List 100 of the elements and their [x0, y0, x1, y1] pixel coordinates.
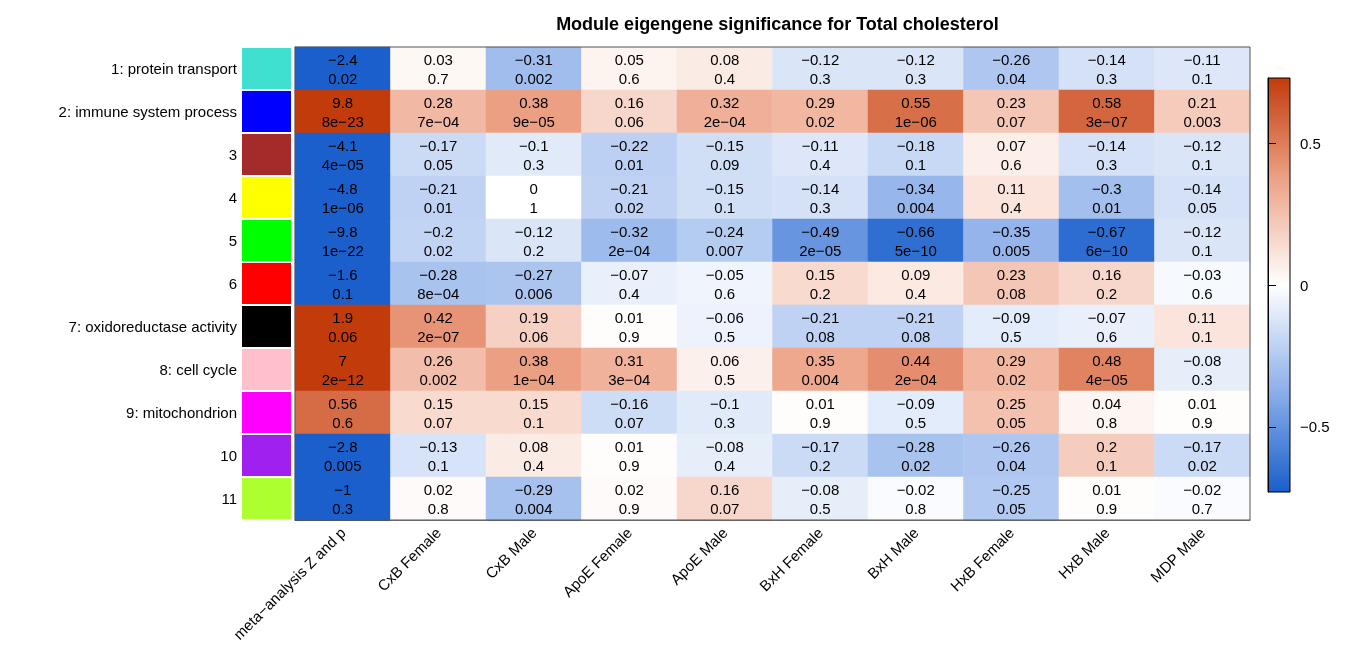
data-label: 0.29 0.02 — [996, 351, 1026, 388]
data-label: 0.02 0.8 — [423, 480, 453, 517]
data-label: −0.16 0.07 — [610, 394, 649, 431]
y-tick-label: 2: immune system process — [58, 103, 237, 120]
data-label: 0.28 7e−04 — [417, 93, 460, 130]
data-label: −0.2 0.02 — [423, 222, 454, 259]
data-label: −0.07 0.4 — [610, 265, 649, 302]
data-label: 0.48 4e−05 — [1085, 351, 1128, 388]
y-tick-label: 3 — [228, 146, 237, 163]
data-label: −0.18 0.1 — [896, 136, 935, 173]
data-label: −0.14 0.3 — [1087, 136, 1126, 173]
data-label: −0.17 0.05 — [419, 136, 458, 173]
data-label: 0.32 2e−04 — [703, 93, 746, 130]
y-tick-label: 5 — [228, 232, 237, 249]
data-label: −0.09 0.5 — [992, 308, 1031, 345]
data-label: −0.17 0.2 — [801, 437, 840, 474]
data-label: −0.26 0.04 — [992, 437, 1031, 474]
data-label: −0.12 0.3 — [801, 50, 840, 87]
data-label: −2.8 0.005 — [323, 437, 362, 474]
data-label: 0.11 0.1 — [1188, 308, 1217, 345]
data-label: 0.03 0.7 — [423, 50, 453, 87]
data-label: 0.16 0.06 — [614, 93, 644, 130]
data-label: 0.08 0.4 — [710, 50, 740, 87]
y-tick-label: 6 — [228, 275, 237, 292]
data-label: 0.15 0.07 — [423, 394, 453, 431]
y-tick-label: 1: protein transport — [111, 60, 238, 77]
data-label: −2.4 0.02 — [327, 50, 358, 87]
data-label: −0.02 0.7 — [1183, 480, 1222, 517]
data-label: −0.08 0.3 — [1183, 351, 1222, 388]
y-tick-label: 8: cell cycle — [159, 361, 237, 378]
data-label: −0.17 0.02 — [1183, 437, 1222, 474]
data-label: −0.09 0.5 — [896, 394, 935, 431]
data-label: −0.21 0.02 — [610, 179, 649, 216]
data-label: 7 2e−12 — [321, 351, 364, 388]
data-label: 0.01 0.9 — [1092, 480, 1122, 517]
y-tick-label: 11 — [221, 490, 237, 507]
data-label: 0.01 0.9 — [805, 394, 835, 431]
data-label: −0.12 0.1 — [1183, 136, 1222, 173]
data-label: −0.02 0.8 — [896, 480, 935, 517]
data-label: 0.23 0.08 — [996, 265, 1026, 302]
color-bar-label: 0 — [1300, 276, 1309, 294]
data-label: 9.8 8e−23 — [321, 93, 364, 130]
data-label: −0.27 0.006 — [514, 265, 553, 302]
data-label: 0.29 0.02 — [805, 93, 835, 130]
data-label: −0.14 0.05 — [1183, 179, 1222, 216]
data-label: 0.26 0.002 — [419, 351, 458, 388]
data-label: −0.03 0.6 — [1183, 265, 1222, 302]
data-label: −0.26 0.04 — [992, 50, 1031, 87]
data-label: −0.08 0.5 — [801, 480, 840, 517]
data-label: −0.31 0.002 — [514, 50, 553, 87]
data-label: −0.14 0.3 — [801, 179, 840, 216]
y-tick-label: 9: mitochondrion — [126, 404, 237, 421]
data-label: 0.15 0.2 — [805, 265, 835, 302]
data-label: −0.11 0.1 — [1183, 50, 1221, 87]
data-label: 0.38 9e−05 — [512, 93, 555, 130]
color-bar-label: 0.5 — [1300, 134, 1321, 152]
data-label: −0.22 0.01 — [610, 136, 649, 173]
data-label: 0.01 0.9 — [1187, 394, 1217, 431]
data-label: 0.06 0.5 — [710, 351, 740, 388]
data-label: 0 1 — [529, 179, 538, 216]
data-label: −0.34 0.004 — [896, 179, 935, 216]
data-label: 0.42 2e−07 — [417, 308, 460, 345]
color-bar-label: −0.5 — [1300, 418, 1330, 436]
data-label: 0.15 0.1 — [519, 394, 549, 431]
data-label: −0.49 2e−05 — [799, 222, 842, 259]
y-tick-label: 10 — [220, 447, 237, 464]
data-label: −0.11 0.4 — [801, 136, 839, 173]
data-label: 0.02 0.9 — [614, 480, 644, 517]
data-label: −0.21 0.08 — [801, 308, 840, 345]
data-label: −0.32 2e−04 — [608, 222, 651, 259]
data-label: −0.3 0.01 — [1091, 179, 1122, 216]
data-label: −4.8 1e−06 — [321, 179, 364, 216]
data-label: −0.24 0.007 — [705, 222, 744, 259]
data-label: −0.15 0.1 — [705, 179, 744, 216]
y-tick-label: 7: oxidoreductase activity — [68, 318, 238, 335]
data-label: 0.16 0.2 — [1092, 265, 1122, 302]
data-label: −0.28 8e−04 — [417, 265, 460, 302]
data-label: 0.38 1e−04 — [512, 351, 555, 388]
data-label: −0.12 0.2 — [514, 222, 553, 259]
data-label: 0.23 0.07 — [996, 93, 1026, 130]
data-label: 0.04 0.8 — [1092, 394, 1122, 431]
data-label: −1 0.3 — [332, 480, 354, 517]
data-label: 0.56 0.6 — [328, 394, 358, 431]
data-label: −0.1 0.3 — [518, 136, 549, 173]
data-label: 0.21 0.003 — [1183, 93, 1222, 130]
data-label: −0.08 0.4 — [705, 437, 744, 474]
y-tick-label: 4 — [228, 189, 237, 206]
data-label: −0.29 0.004 — [514, 480, 553, 517]
data-label: −0.67 6e−10 — [1085, 222, 1128, 259]
data-label: 0.44 2e−04 — [894, 351, 937, 388]
data-label: 0.2 0.1 — [1096, 437, 1118, 474]
data-label: −0.12 0.1 — [1183, 222, 1222, 259]
data-label: −0.14 0.3 — [1087, 50, 1126, 87]
data-label: −9.8 1e−22 — [321, 222, 364, 259]
data-label: −4.1 4e−05 — [321, 136, 364, 173]
data-label: −0.21 0.01 — [419, 179, 458, 216]
data-label: 0.01 0.9 — [614, 437, 644, 474]
data-label: 0.16 0.07 — [710, 480, 740, 517]
data-label: −0.1 0.3 — [709, 394, 740, 431]
data-label: −0.05 0.6 — [705, 265, 744, 302]
